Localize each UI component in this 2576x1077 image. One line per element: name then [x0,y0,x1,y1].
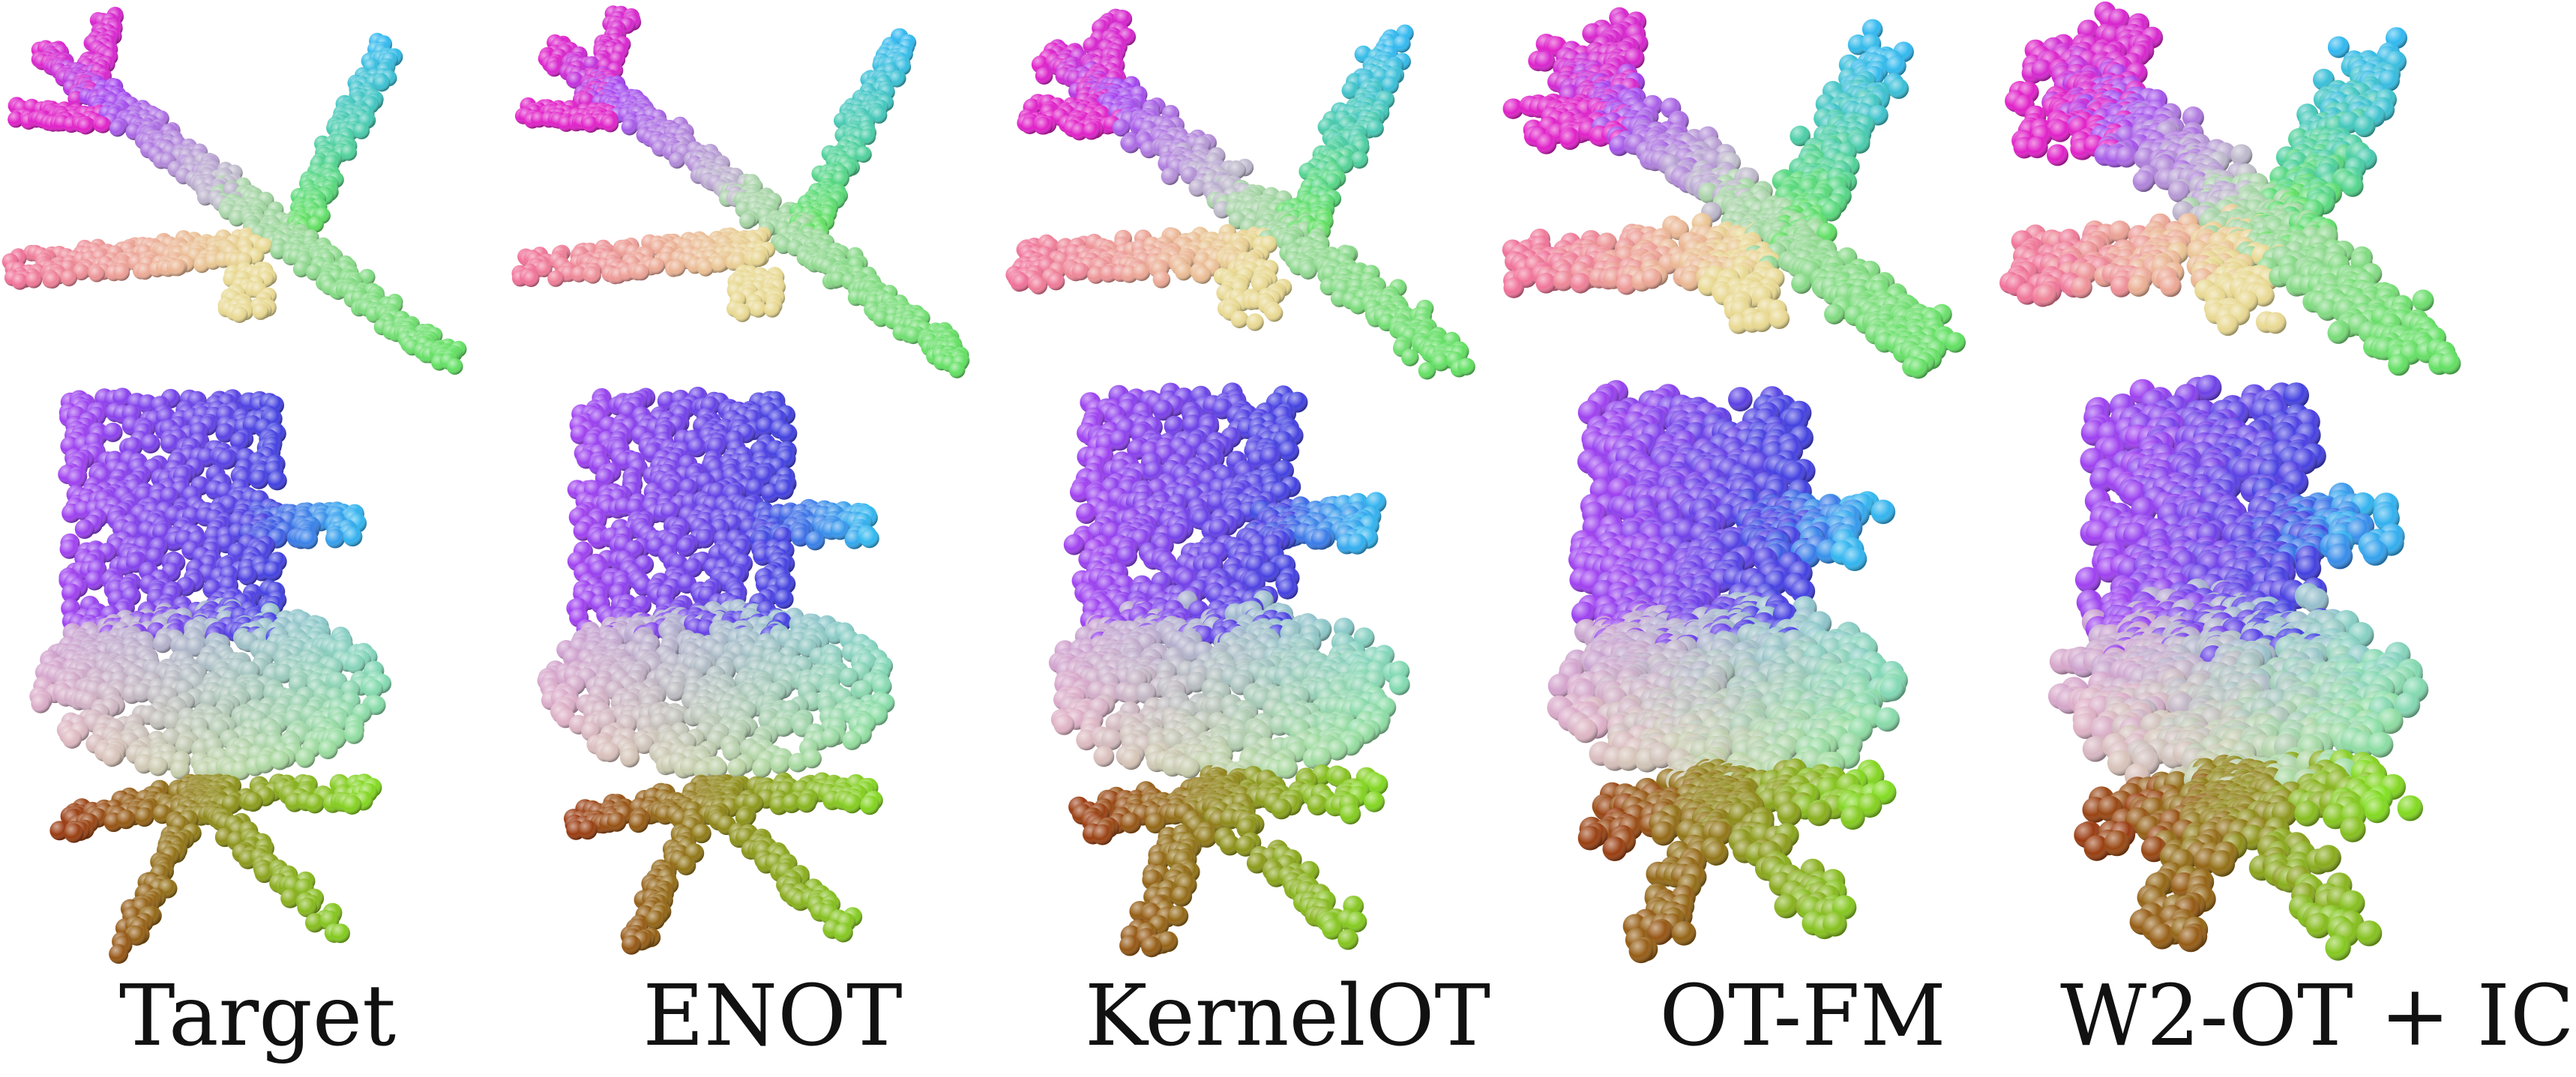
point-sphere-shading [353,123,370,139]
point-sphere-shading [855,146,872,163]
point-sphere-shading [113,265,130,281]
airplane-kernelot-cloud [1005,0,1499,390]
point-sphere-shading [648,258,665,274]
point-sphere-shading [633,264,649,280]
point-sphere-shading [711,256,728,273]
point-sphere-shading [44,272,61,289]
point-sphere-shading [622,119,638,136]
airplane-target-cloud [0,0,495,390]
point-sphere-shading [669,260,685,277]
point-sphere-shading [109,121,126,137]
point-sphere-shading [669,152,685,169]
point-sphere-shading [77,118,94,135]
airplane-enot-svg [510,0,1005,390]
airplane-kernelot-svg [1005,0,1499,390]
point-sphere-shading [94,117,111,133]
point-sphere-shading [585,268,601,284]
point-sphere-shading [739,213,756,229]
point-sphere-shading [169,259,186,276]
airplane-target-svg [0,0,495,390]
point-sphere-shading [232,307,248,323]
point-sphere-shading [25,272,42,289]
point-sphere-shading [697,260,714,277]
point-sphere-shading [523,271,539,287]
point-sphere-shading [734,306,750,322]
airplane-enot-cloud [510,0,1005,390]
point-sphere-shading [253,304,269,320]
point-sphere-shading [61,270,77,286]
point-sphere-shading [340,145,357,161]
point-sphere-shading [547,271,564,287]
point-sphere-shading [750,250,767,267]
point-sphere-shading [88,266,105,283]
point-sphere-shading [447,358,463,375]
point-sphere-shading [1035,117,1053,135]
point-sphere-shading [764,301,780,318]
point-sphere-shading [1035,67,1053,85]
point-sphere-shading [12,274,28,290]
point-sphere-shading [602,116,619,133]
point-sphere-shading [1083,122,1101,140]
